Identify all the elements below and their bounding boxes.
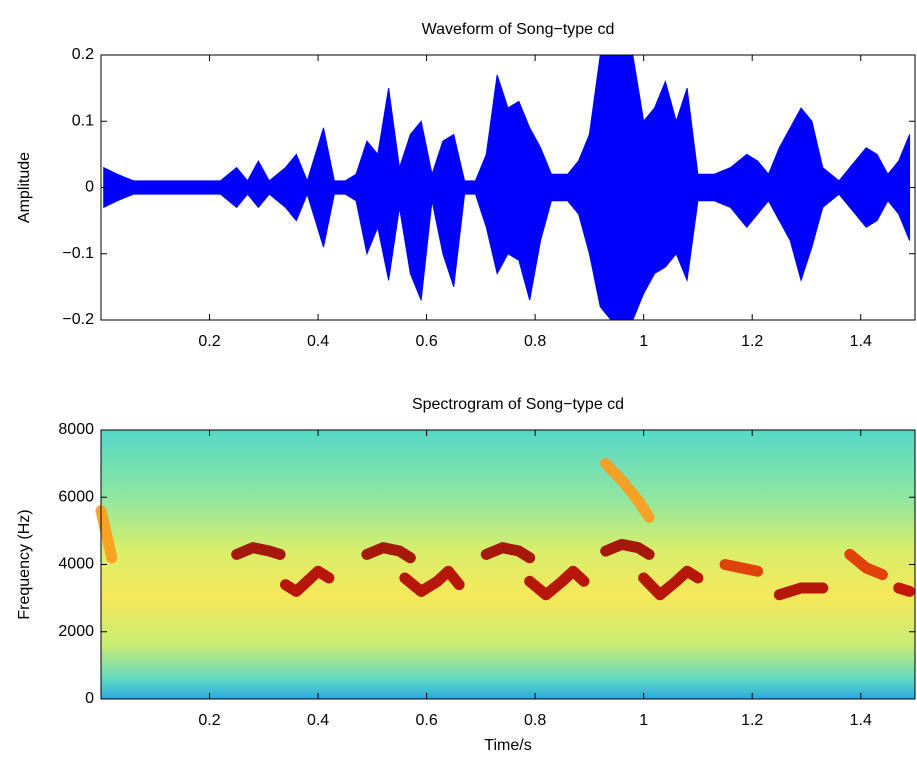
waveform-area	[103, 54, 911, 188]
x-tick-label: 0.6	[415, 712, 437, 729]
y-tick-label: 4000	[58, 556, 94, 573]
x-tick-label: 0.6	[415, 333, 437, 350]
x-tick-label: 0.8	[524, 333, 546, 350]
x-tick-label: 1	[639, 333, 648, 350]
x-tick-label: 1.2	[741, 333, 763, 350]
x-tick-label: 1.2	[741, 712, 763, 729]
syllable-trace	[480, 542, 536, 564]
y-tick-label: 0	[85, 179, 94, 196]
chart-title: Waveform of Song−type cd	[422, 21, 615, 38]
syllable-trace	[638, 565, 704, 601]
y-tick-label: 6000	[58, 488, 94, 505]
y-tick-label: 2000	[58, 623, 94, 640]
y-tick-label: −0.1	[62, 245, 94, 262]
x-tick-label: 0.8	[524, 712, 546, 729]
y-tick-label: 0.2	[72, 46, 94, 63]
y-tick-label: 0.1	[72, 112, 94, 129]
syllable-trace	[893, 582, 916, 597]
syllable-trace	[280, 565, 335, 597]
syllable-trace	[231, 542, 286, 560]
syllable-trace	[95, 505, 118, 564]
y-axis-label: Amplitude	[16, 152, 33, 223]
x-tick-label: 1.4	[850, 333, 872, 350]
x-tick-label: 0.4	[307, 712, 329, 729]
syllable-trace	[773, 582, 829, 601]
y-tick-label: 8000	[58, 421, 94, 438]
x-tick-label: 1.4	[850, 712, 872, 729]
x-tick-label: 0.2	[198, 712, 220, 729]
y-axis-label: Frequency (Hz)	[16, 509, 33, 619]
syllable-trace	[399, 565, 465, 597]
syllable-trace	[719, 559, 764, 577]
x-tick-label: 0.2	[198, 333, 220, 350]
x-axis-label: Time/s	[484, 737, 531, 754]
plot-area	[101, 430, 915, 699]
syllable-trace	[600, 458, 655, 523]
chart-title: Spectrogram of Song−type cd	[412, 396, 624, 413]
y-tick-label: 0	[85, 690, 94, 707]
x-tick-label: 0.4	[307, 333, 329, 350]
syllable-trace	[524, 565, 590, 601]
syllable-trace	[844, 548, 888, 581]
x-tick-label: 1	[639, 712, 648, 729]
y-tick-label: −0.2	[62, 311, 94, 328]
syllable-trace	[361, 542, 416, 564]
waveform-area	[103, 187, 911, 321]
syllable-trace	[600, 538, 655, 560]
